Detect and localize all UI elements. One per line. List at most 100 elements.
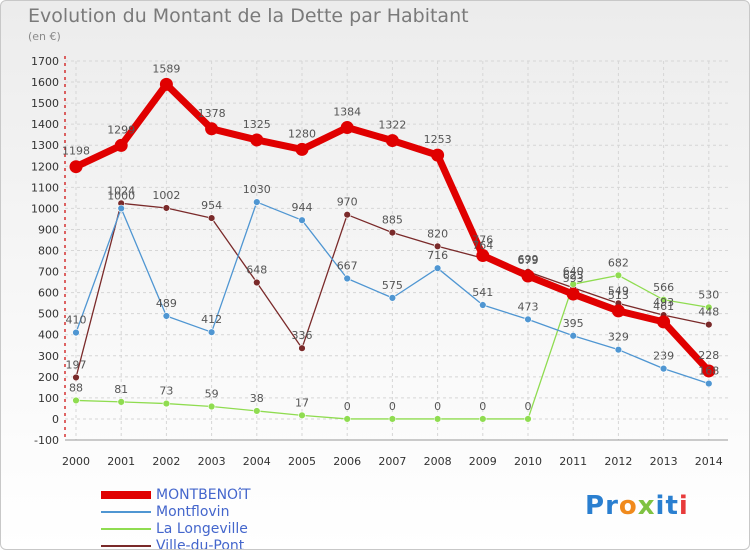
- legend-swatch: [101, 491, 151, 499]
- data-label: 395: [563, 317, 584, 330]
- logo-letter: t: [665, 491, 679, 521]
- data-point: [114, 138, 128, 152]
- x-tick-label: 2000: [62, 455, 90, 468]
- y-tick-label: 800: [38, 245, 59, 258]
- logo-letter: i: [678, 491, 689, 521]
- data-label: 1378: [198, 107, 226, 120]
- data-label: 0: [479, 400, 486, 413]
- data-label: 1384: [333, 106, 361, 119]
- x-tick-label: 2006: [333, 455, 361, 468]
- data-label: 575: [382, 279, 403, 292]
- data-point: [162, 312, 171, 320]
- data-label: 38: [250, 392, 264, 405]
- data-point: [253, 278, 261, 287]
- y-tick-label: 300: [38, 350, 59, 363]
- data-point: [705, 303, 713, 312]
- y-tick-label: 1300: [31, 139, 59, 152]
- data-point: [614, 271, 623, 280]
- data-label: 885: [382, 214, 403, 227]
- data-label: 489: [156, 297, 177, 310]
- data-point: [162, 399, 171, 408]
- data-point: [250, 133, 264, 147]
- data-label: 682: [608, 256, 629, 269]
- x-tick-label: 2012: [604, 455, 632, 468]
- data-label: 17: [295, 396, 309, 409]
- data-label: 820: [427, 227, 448, 240]
- data-label: 679: [518, 254, 539, 267]
- data-point: [569, 332, 577, 340]
- data-label: 954: [201, 199, 222, 212]
- data-point: [205, 122, 219, 136]
- legend-label: MONTBENOîT: [156, 487, 251, 503]
- legend-label: La Longeville: [156, 521, 248, 537]
- y-tick-label: 1400: [31, 118, 59, 131]
- data-point: [479, 301, 487, 309]
- data-label: 448: [698, 306, 719, 319]
- y-tick-label: 1500: [31, 97, 59, 110]
- data-label: 640: [563, 265, 584, 278]
- data-label: 699: [518, 253, 539, 266]
- data-point: [657, 315, 671, 329]
- data-point: [298, 344, 306, 352]
- data-label: 970: [337, 196, 358, 209]
- data-point: [659, 364, 668, 373]
- data-label: 716: [427, 249, 448, 262]
- data-point: [207, 214, 216, 222]
- data-point: [431, 148, 445, 162]
- data-point: [162, 204, 171, 212]
- logo-letter: x: [637, 491, 656, 521]
- legend-swatch: [101, 511, 151, 513]
- data-label: 1325: [243, 118, 271, 131]
- proxiti-logo: Proxiti: [585, 491, 689, 521]
- y-tick-label: 1000: [31, 202, 59, 215]
- data-point: [614, 345, 623, 354]
- data-label: 513: [608, 289, 629, 302]
- data-point: [524, 315, 532, 324]
- y-tick-label: 100: [38, 392, 59, 405]
- data-point: [159, 77, 173, 91]
- data-point: [340, 121, 354, 135]
- legend-swatch: [101, 545, 151, 547]
- y-tick-label: 0: [52, 413, 59, 426]
- data-point: [72, 373, 80, 382]
- data-label: 1322: [378, 119, 406, 132]
- x-tick-label: 2009: [469, 455, 497, 468]
- x-tick-label: 2004: [243, 455, 271, 468]
- data-label: 530: [698, 288, 719, 301]
- data-label: 336: [292, 329, 313, 342]
- data-label: 168: [698, 365, 719, 378]
- data-label: 648: [246, 264, 267, 277]
- data-label: 0: [344, 400, 351, 413]
- data-point: [479, 415, 487, 423]
- data-point: [343, 211, 351, 219]
- data-point: [343, 415, 351, 423]
- data-point: [69, 160, 83, 174]
- data-label: 461: [653, 300, 674, 313]
- data-label: 473: [518, 300, 539, 313]
- data-point: [298, 216, 306, 224]
- data-label: 239: [653, 350, 674, 363]
- logo-letter: P: [585, 491, 606, 521]
- y-tick-label: 900: [38, 223, 59, 236]
- data-label: 944: [292, 201, 313, 214]
- y-tick-label: 600: [38, 287, 59, 300]
- data-label: 764: [472, 239, 493, 252]
- data-point: [388, 294, 397, 302]
- data-point: [253, 198, 261, 206]
- x-tick-label: 2008: [424, 455, 452, 468]
- data-point: [207, 402, 216, 411]
- y-tick-label: -100: [34, 434, 59, 447]
- data-label: 1299: [107, 123, 135, 136]
- chart-title: Evolution du Montant de la Dette par Hab…: [28, 5, 469, 27]
- y-tick-label: 700: [38, 266, 59, 279]
- data-point: [117, 398, 125, 406]
- data-label: 1280: [288, 127, 316, 140]
- y-tick-label: 1600: [31, 76, 59, 89]
- x-tick-label: 2003: [198, 455, 226, 468]
- data-label: 410: [66, 314, 87, 327]
- x-tick-label: 2007: [378, 455, 406, 468]
- chart-subtitle: (en €): [28, 30, 61, 43]
- data-point: [253, 407, 261, 415]
